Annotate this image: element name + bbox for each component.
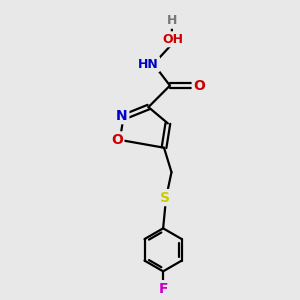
Text: O: O <box>111 133 123 147</box>
Text: HN: HN <box>138 58 158 70</box>
Text: O: O <box>193 79 205 93</box>
Text: S: S <box>160 190 170 205</box>
Text: OH: OH <box>162 33 183 46</box>
Text: H: H <box>167 14 177 27</box>
Text: F: F <box>158 282 168 296</box>
Text: N: N <box>116 109 128 123</box>
